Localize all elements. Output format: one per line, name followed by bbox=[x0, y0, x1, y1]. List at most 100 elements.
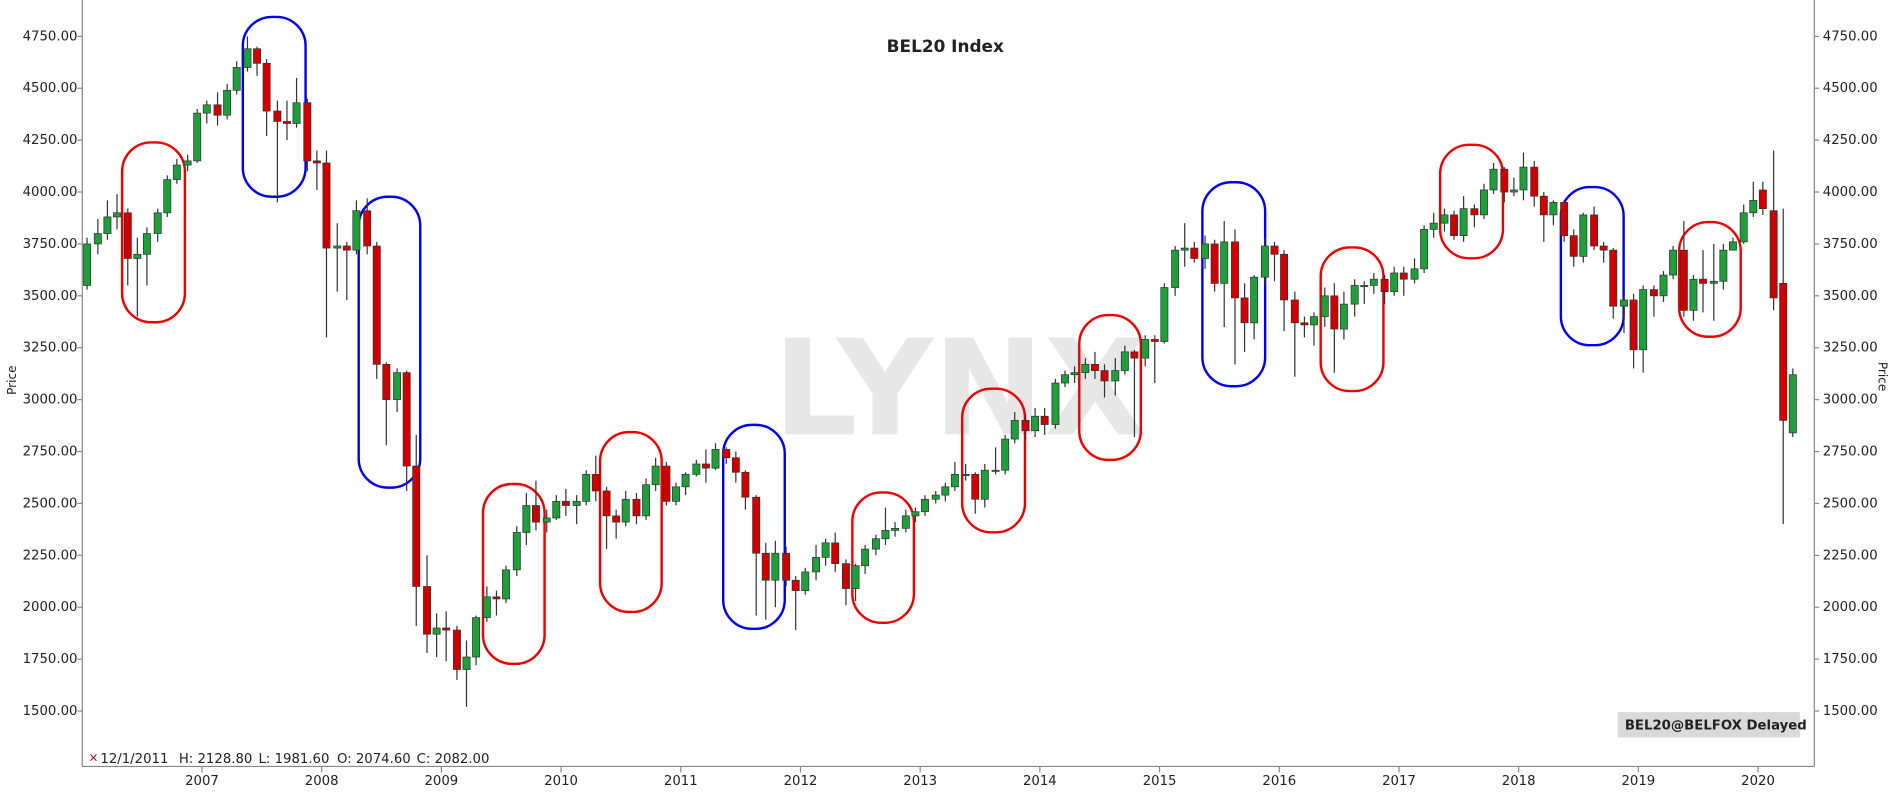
candle-body bbox=[1260, 245, 1269, 278]
candle-body bbox=[1010, 420, 1019, 440]
candle-body bbox=[980, 469, 989, 500]
candle-body bbox=[582, 473, 591, 502]
candle-body bbox=[292, 102, 301, 124]
candle-body bbox=[1539, 195, 1548, 216]
candle-body bbox=[1679, 249, 1688, 311]
candle-body bbox=[103, 216, 112, 234]
candle-body bbox=[701, 463, 710, 469]
candle-body bbox=[1519, 166, 1528, 191]
highlight-oval bbox=[357, 195, 422, 489]
y-tick-label: 3500.00 bbox=[23, 289, 78, 304]
highlight-oval bbox=[1078, 313, 1143, 462]
candle-body bbox=[1709, 280, 1718, 284]
y2-tick-label: 2500.00 bbox=[1823, 496, 1878, 511]
candle-body bbox=[283, 121, 291, 124]
candle-body bbox=[881, 530, 890, 540]
candle-body bbox=[1639, 289, 1648, 351]
y2-tick-label: 3250.00 bbox=[1823, 341, 1878, 356]
candle-body bbox=[1560, 202, 1569, 236]
candle-body bbox=[1480, 189, 1488, 216]
candle-body bbox=[1500, 168, 1509, 193]
y-tick-label: 4000.00 bbox=[23, 185, 78, 200]
candle-body bbox=[1459, 208, 1468, 236]
candle-body bbox=[372, 245, 381, 365]
candle-body bbox=[1330, 295, 1339, 330]
candle-body bbox=[1100, 370, 1109, 382]
candle-body bbox=[163, 179, 172, 214]
candle-body bbox=[512, 532, 521, 571]
candle-body bbox=[931, 494, 940, 500]
candle-body bbox=[1130, 351, 1139, 359]
candle-body bbox=[831, 542, 840, 564]
candle-body bbox=[722, 449, 731, 459]
x-tick-label: 2013 bbox=[903, 774, 937, 789]
candle-body bbox=[1300, 322, 1309, 326]
candle-body bbox=[1779, 283, 1788, 421]
candle-body bbox=[1081, 363, 1090, 373]
candle-body bbox=[1160, 287, 1169, 342]
candle-body bbox=[183, 160, 192, 166]
x-tick-label: 2019 bbox=[1621, 774, 1655, 789]
y2-tick-label: 1500.00 bbox=[1823, 704, 1878, 719]
candle-body bbox=[941, 486, 950, 496]
y2-tick-label: 3750.00 bbox=[1823, 237, 1878, 252]
candle-body bbox=[1549, 202, 1558, 216]
candle-body bbox=[153, 212, 162, 234]
candle-body bbox=[711, 449, 720, 469]
candle-body bbox=[1290, 299, 1299, 324]
highlight-oval bbox=[1319, 246, 1385, 393]
candle-body bbox=[1788, 374, 1797, 434]
candle-body bbox=[1040, 415, 1049, 425]
candle-body bbox=[1150, 339, 1159, 342]
candle-body bbox=[1590, 214, 1599, 247]
candle-body bbox=[1380, 278, 1389, 293]
x-tick-label: 2012 bbox=[784, 774, 818, 789]
candle-body bbox=[782, 552, 791, 581]
candle-body bbox=[83, 243, 92, 286]
candle-body bbox=[621, 498, 630, 523]
y-tick-label: 3250.00 bbox=[23, 341, 78, 356]
highlight-oval bbox=[851, 491, 916, 625]
candle-body bbox=[172, 164, 181, 180]
candle-body bbox=[1051, 382, 1060, 425]
candle-body bbox=[1210, 243, 1219, 284]
candle-body bbox=[1090, 363, 1099, 371]
y-tick-label: 3000.00 bbox=[23, 393, 78, 408]
candle-body bbox=[482, 596, 491, 618]
candle-body bbox=[502, 569, 510, 600]
x-tick-label: 2015 bbox=[1143, 774, 1177, 789]
candle-body bbox=[202, 104, 211, 114]
candle-body bbox=[1450, 214, 1458, 236]
candle-body bbox=[731, 457, 740, 473]
y2-tick-label: 3000.00 bbox=[1823, 393, 1878, 408]
highlight-oval bbox=[1559, 185, 1625, 347]
y2-tick-label: 2250.00 bbox=[1823, 548, 1878, 563]
candle-body bbox=[812, 557, 820, 573]
candle-body bbox=[1061, 374, 1069, 384]
candle-body bbox=[412, 465, 421, 587]
candle-body bbox=[1579, 214, 1588, 257]
candle-body bbox=[891, 527, 899, 531]
highlight-oval bbox=[598, 430, 663, 614]
candle-body bbox=[752, 496, 761, 554]
candle-body bbox=[1111, 370, 1120, 382]
candle-body bbox=[572, 500, 581, 506]
x-tick-label: 2017 bbox=[1382, 774, 1416, 789]
candle-body bbox=[442, 627, 451, 631]
candle-body bbox=[402, 372, 411, 467]
candle-body bbox=[1320, 295, 1329, 317]
candle-body bbox=[961, 473, 970, 476]
candle-body bbox=[901, 515, 910, 529]
candle-body bbox=[1350, 285, 1359, 305]
candle-body bbox=[842, 563, 850, 589]
candle-body bbox=[1240, 297, 1249, 324]
candle-body bbox=[791, 579, 800, 591]
candle-body bbox=[921, 498, 929, 513]
y2-axis-label: Price bbox=[1875, 362, 1889, 391]
candle-body bbox=[262, 62, 271, 112]
candle-body bbox=[1749, 199, 1758, 214]
y-tick-label: 2000.00 bbox=[23, 600, 78, 615]
info-open: O: 2074.60 bbox=[337, 752, 411, 767]
candle-body bbox=[681, 473, 690, 488]
